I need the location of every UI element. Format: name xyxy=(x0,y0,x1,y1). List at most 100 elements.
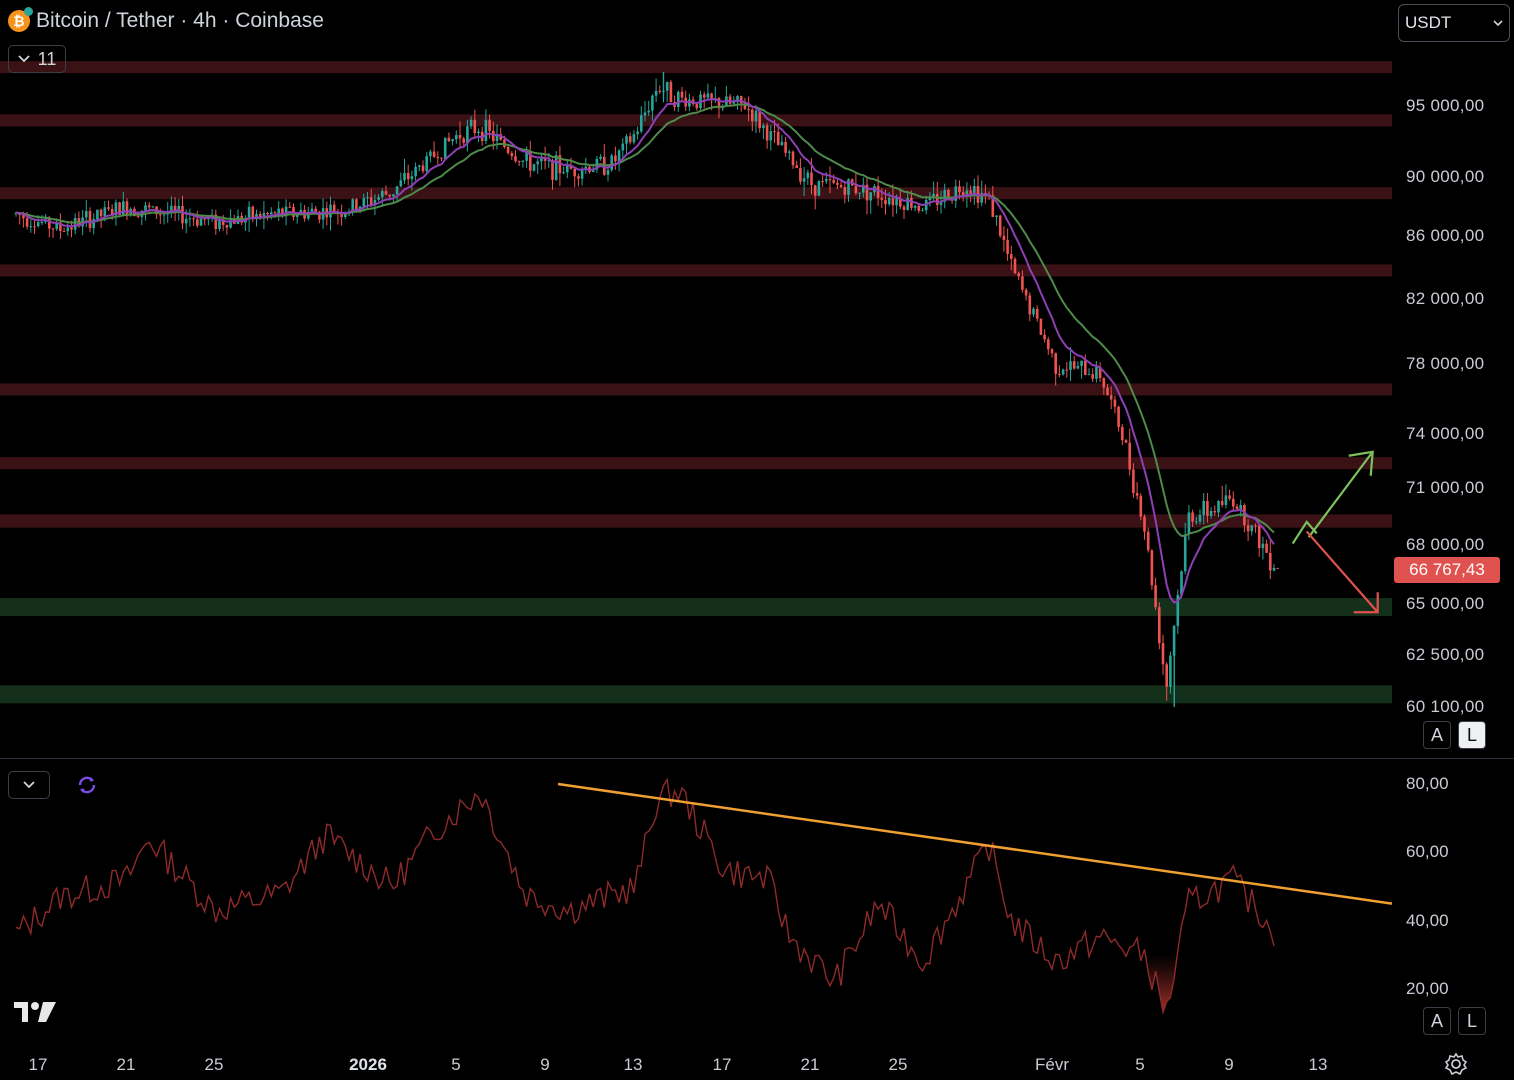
candle-body xyxy=(1069,361,1072,370)
candle-body xyxy=(1257,525,1261,549)
pane-divider[interactable] xyxy=(0,758,1514,759)
candle-body xyxy=(910,197,913,208)
candle-body xyxy=(1143,516,1146,532)
candle-body xyxy=(136,216,140,218)
candle-body xyxy=(887,198,891,205)
candle-body xyxy=(1054,353,1057,374)
sync-icon[interactable] xyxy=(76,774,98,796)
candle-body xyxy=(551,160,554,180)
candle-body xyxy=(22,215,25,219)
candle-body xyxy=(680,91,684,98)
candle-body xyxy=(173,205,177,211)
candle-body xyxy=(995,215,998,217)
time-tick: 21 xyxy=(800,1055,820,1074)
price-tick: 95 000,00 xyxy=(1406,96,1485,115)
candle-body xyxy=(788,151,791,153)
log-scale-button[interactable]: L xyxy=(1458,721,1486,749)
candle-body xyxy=(410,176,414,180)
candle-body xyxy=(1098,366,1102,379)
scenario-arrow-up[interactable] xyxy=(1307,451,1374,538)
rsi-collapse-button[interactable] xyxy=(8,771,50,799)
candle-body xyxy=(73,218,77,230)
gear-icon[interactable] xyxy=(1444,1052,1468,1076)
candle-body xyxy=(739,96,743,104)
candle-body xyxy=(62,230,66,232)
candle-body xyxy=(902,206,906,210)
candle-body xyxy=(332,204,336,213)
candle-body xyxy=(122,201,125,215)
rsi-trendline[interactable] xyxy=(557,782,1392,905)
currency-select[interactable]: USDT xyxy=(1398,4,1510,42)
candle-body xyxy=(958,186,961,193)
candle-body xyxy=(495,134,499,142)
auto-scale-button[interactable]: A xyxy=(1423,721,1451,749)
candle-body xyxy=(917,205,921,211)
candle-body xyxy=(366,197,369,199)
candle-body xyxy=(1146,531,1150,551)
candle-body xyxy=(569,165,573,169)
rsi-log-scale-button[interactable]: L xyxy=(1458,1007,1486,1035)
candle-body xyxy=(521,160,525,162)
candle-body xyxy=(1121,427,1124,441)
candle-body xyxy=(1246,525,1250,532)
tradingview-logo[interactable] xyxy=(12,998,60,1026)
chevron-down-icon xyxy=(23,781,35,789)
candle-body xyxy=(562,172,565,174)
indicators-toggle-button[interactable]: 11 xyxy=(8,45,66,73)
symbol-title[interactable]: ₿ Bitcoin / Tether · 4h · Coinbase xyxy=(8,6,324,36)
resistance-zone[interactable] xyxy=(0,383,1392,396)
candle-body xyxy=(192,218,195,220)
candle-body xyxy=(695,104,699,109)
candle-body xyxy=(181,205,184,224)
rsi-auto-scale-button[interactable]: A xyxy=(1423,1007,1451,1035)
candle-body xyxy=(1154,585,1157,608)
candle-body xyxy=(751,109,754,122)
candle-body xyxy=(891,198,895,206)
candle-body xyxy=(776,131,780,146)
price-tick: 71 000,00 xyxy=(1406,478,1485,497)
candle-body xyxy=(921,210,924,212)
candle-body xyxy=(758,110,761,129)
candle-body xyxy=(1113,399,1117,407)
rsi-tick: 20,00 xyxy=(1406,979,1449,998)
candle-body xyxy=(288,206,292,208)
resistance-zone[interactable] xyxy=(0,61,1392,74)
candle-body xyxy=(462,138,465,143)
candle-body xyxy=(573,168,576,177)
candle-body xyxy=(1091,374,1094,379)
candle-body xyxy=(540,157,543,162)
price-chart[interactable] xyxy=(0,0,1392,756)
time-tick: 2026 xyxy=(349,1055,387,1074)
candle-body xyxy=(980,192,983,203)
candle-body xyxy=(847,179,850,195)
support-zone[interactable] xyxy=(0,685,1392,704)
candle-body xyxy=(1087,374,1091,376)
candle-body xyxy=(621,143,625,151)
scenario-arrow-down[interactable] xyxy=(1305,530,1379,613)
resistance-zone[interactable] xyxy=(0,264,1392,277)
candle-body xyxy=(706,93,710,98)
rsi-chart[interactable] xyxy=(0,760,1392,1045)
candle-body xyxy=(780,141,784,146)
candle-body xyxy=(266,212,269,215)
support-zone[interactable] xyxy=(0,598,1392,617)
candle-body xyxy=(1061,369,1065,375)
candle-body xyxy=(817,181,821,196)
candle-body xyxy=(1076,365,1080,369)
candle-body xyxy=(125,201,129,215)
candle-body xyxy=(943,189,946,202)
candle-body xyxy=(813,185,817,196)
resistance-zone[interactable] xyxy=(0,457,1392,470)
resistance-zone[interactable] xyxy=(0,114,1392,127)
candle-body xyxy=(1235,506,1239,510)
candle-body xyxy=(828,179,832,181)
resistance-zone[interactable] xyxy=(0,514,1392,528)
resistance-zone[interactable] xyxy=(0,187,1392,200)
candle-body xyxy=(414,166,417,177)
candle-body xyxy=(48,217,51,229)
candle-body xyxy=(654,90,658,96)
candle-body xyxy=(1176,594,1180,626)
candle-body xyxy=(421,165,425,172)
candle-body xyxy=(795,165,798,168)
candle-body xyxy=(258,213,262,219)
